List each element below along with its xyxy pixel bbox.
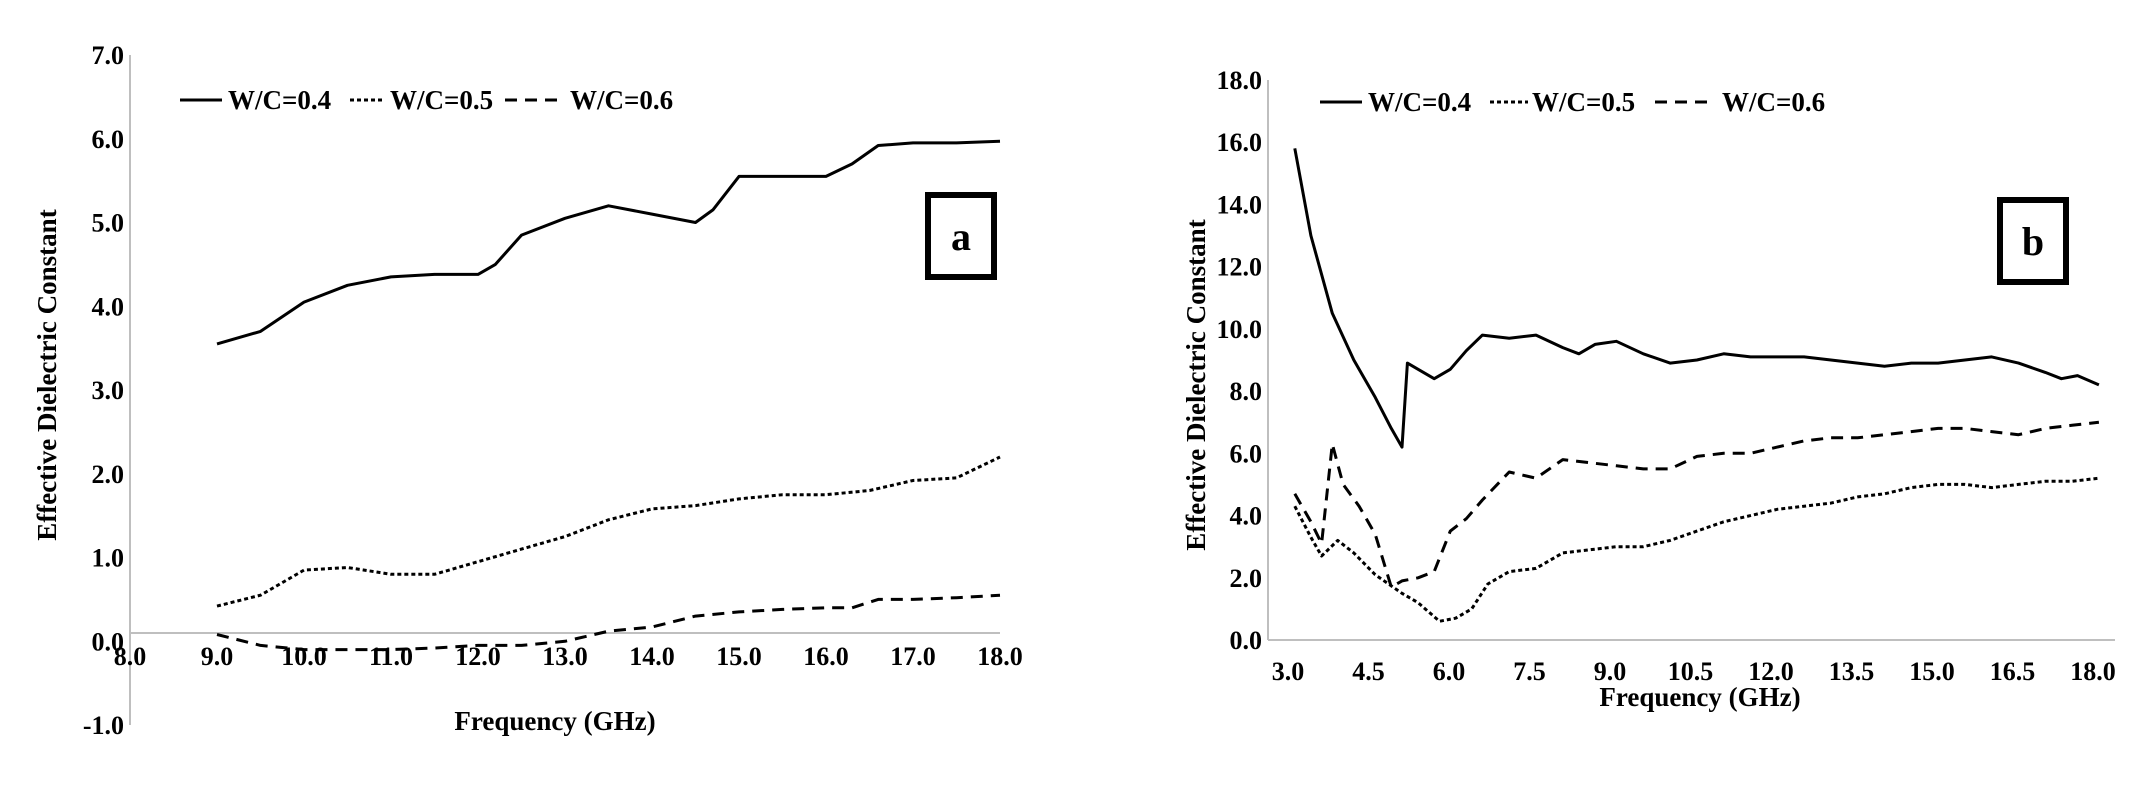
- x-tick-label-a-2: 10.0: [281, 642, 327, 671]
- x-tick-label-a-10: 18.0: [977, 642, 1023, 671]
- series-line-b-0: [1293, 148, 2100, 449]
- series-line-a-0: [216, 139, 1001, 346]
- x-tick-label-a-5: 13.0: [542, 642, 588, 671]
- y-tick-label-b-3: 6.0: [1230, 439, 1263, 468]
- y-tick-label-b-7: 14.0: [1217, 190, 1263, 219]
- x-tick-label-b-9: 16.5: [1990, 657, 2036, 686]
- legend-label-b-2: W/C=0.6: [1722, 87, 1825, 117]
- x-axis-title-a: Frequency (GHz): [454, 706, 655, 736]
- y-tick-label-b-0: 0.0: [1230, 626, 1263, 655]
- y-tick-label-a-4: 3.0: [92, 376, 125, 405]
- x-tick-label-b-3: 7.5: [1513, 657, 1546, 686]
- y-tick-label-b-2: 4.0: [1230, 502, 1263, 531]
- series-line-a-1: [216, 455, 1001, 608]
- x-tick-label-b-1: 4.5: [1352, 657, 1385, 686]
- y-tick-label-a-8: 7.0: [92, 41, 125, 70]
- x-tick-label-b-7: 13.5: [1829, 657, 1875, 686]
- y-tick-labels-b: 0.0 2.0 4.0 6.0 8.0 10.0 12.0 14.0 16.0 18.0: [1217, 66, 1263, 655]
- y-tick-label-b-8: 16.0: [1217, 128, 1263, 157]
- x-axis-title-b: Frequency (GHz): [1599, 682, 1800, 712]
- chart-panel-b: 0.0 2.0 4.0 6.0 8.0 10.0 12.0 14.0 16.0 18.0 3.0 4…: [1181, 66, 2116, 712]
- x-tick-label-b-2: 6.0: [1433, 657, 1466, 686]
- series-line-b-1: [1293, 476, 2100, 623]
- x-tick-label-b-6: 12.0: [1748, 657, 1794, 686]
- legend-label-a-2: W/C=0.6: [570, 85, 673, 115]
- legend-label-a-0: W/C=0.4: [228, 85, 331, 115]
- legend-label-b-0: W/C=0.4: [1368, 87, 1471, 117]
- y-tick-labels-a: -1.0 0.0 1.0 2.0 3.0 4.0 5.0 6.0 7.0: [83, 41, 124, 740]
- y-tick-label-b-1: 2.0: [1230, 564, 1263, 593]
- legend-b: W/C=0.4 W/C=0.5 W/C=0.6: [1320, 87, 1825, 117]
- x-tick-label-b-5: 10.5: [1668, 657, 1714, 686]
- y-tick-label-a-5: 4.0: [92, 292, 125, 321]
- y-tick-label-b-9: 18.0: [1217, 66, 1263, 95]
- x-tick-label-b-0: 3.0: [1272, 657, 1305, 686]
- series-lines-a: [216, 139, 1001, 652]
- x-tick-label-a-7: 15.0: [716, 642, 762, 671]
- series-line-a-2: [216, 593, 1001, 652]
- y-axis-title-b: Effective Dielectric Constant: [1181, 219, 1211, 550]
- y-tick-label-a-0: -1.0: [83, 711, 124, 740]
- x-tick-label-a-3: 11.0: [369, 642, 413, 671]
- x-tick-label-a-9: 17.0: [890, 642, 936, 671]
- x-tick-labels-a: 8.0 9.0 10.0 11.0 12.0 13.0 14.0 15.0 16.0 17.0 18…: [114, 642, 1023, 671]
- y-tick-label-a-3: 2.0: [92, 460, 125, 489]
- y-tick-label-b-4: 8.0: [1230, 377, 1263, 406]
- y-tick-label-a-6: 5.0: [92, 209, 125, 238]
- x-tick-label-b-4: 9.0: [1594, 657, 1627, 686]
- panel-label-b: b: [2022, 219, 2044, 264]
- x-tick-label-b-8: 15.0: [1909, 657, 1955, 686]
- series-line-b-2: [1293, 420, 2100, 589]
- x-tick-label-a-8: 16.0: [803, 642, 849, 671]
- series-lines-b: [1293, 148, 2100, 623]
- panel-label-box-a: a: [925, 192, 997, 280]
- x-tick-labels-b: 3.0 4.5 6.0 7.5 9.0 10.5 12.0 13.5 15.0 16.5 18.0: [1272, 657, 2116, 686]
- y-tick-label-a-1: 0.0: [92, 627, 125, 656]
- legend-label-a-1: W/C=0.5: [390, 85, 493, 115]
- x-tick-label-a-0: 8.0: [114, 642, 147, 671]
- y-axis-title-a: Effective Dielectric Constant: [32, 209, 62, 540]
- legend-a: W/C=0.4 W/C=0.5 W/C=0.6: [180, 85, 673, 115]
- panel-label-a: a: [951, 214, 971, 259]
- x-tick-label-b-10: 18.0: [2070, 657, 2116, 686]
- legend-label-b-1: W/C=0.5: [1532, 87, 1635, 117]
- panel-label-box-b: b: [1997, 197, 2069, 285]
- x-tick-label-a-6: 14.0: [629, 642, 675, 671]
- x-tick-label-a-1: 9.0: [201, 642, 234, 671]
- y-tick-label-b-6: 12.0: [1217, 253, 1263, 282]
- y-tick-label-a-2: 1.0: [92, 544, 125, 573]
- y-tick-label-a-7: 6.0: [92, 125, 125, 154]
- chart-panel-a: -1.0 0.0 1.0 2.0 3.0 4.0 5.0 6.0 7.0 8.0 9.0 10.0 1…: [32, 41, 1023, 740]
- y-tick-label-b-5: 10.0: [1217, 315, 1263, 344]
